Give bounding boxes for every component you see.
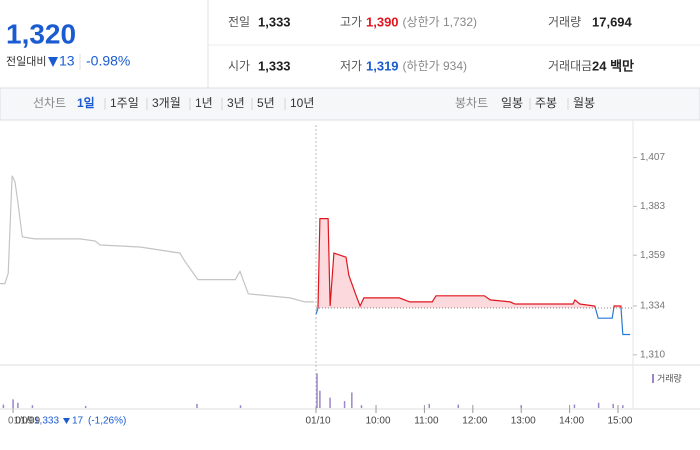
change: 13 bbox=[59, 53, 75, 69]
stat-label: 거래대금 bbox=[548, 59, 592, 73]
volume-bar bbox=[457, 404, 460, 408]
tab-group-label: 봉차트 bbox=[455, 96, 488, 110]
x-tick-label: 15:00 bbox=[607, 416, 632, 427]
volume-bar bbox=[573, 404, 576, 408]
tab[interactable]: 3년 bbox=[227, 96, 245, 110]
stat-value: 17,694 bbox=[592, 14, 633, 29]
change-label: 전일대비 bbox=[6, 54, 46, 68]
stat-label: 저가 bbox=[340, 59, 362, 73]
footer-date: 01/09 bbox=[8, 416, 33, 427]
volume-bar bbox=[622, 405, 624, 408]
footer-percent: (-1,26%) bbox=[88, 416, 126, 427]
x-tick-label: 10:00 bbox=[366, 416, 391, 427]
volume-bar bbox=[12, 399, 14, 408]
tab[interactable]: 1년 bbox=[195, 96, 213, 110]
tab[interactable]: 1주일 bbox=[110, 96, 139, 110]
tab[interactable]: 주봉 bbox=[535, 96, 557, 110]
volume-bar bbox=[343, 401, 346, 408]
stat-value: 1,333 bbox=[258, 58, 291, 73]
tab[interactable]: 월봉 bbox=[573, 96, 595, 110]
tab-bar bbox=[0, 87, 700, 121]
volume-bar bbox=[319, 390, 321, 408]
volume-bar bbox=[196, 403, 198, 408]
price-area bbox=[318, 218, 622, 309]
x-tick-label: 01/10 bbox=[306, 416, 331, 427]
down-arrow bbox=[63, 418, 70, 424]
tab-group-label: 선차트 bbox=[33, 96, 66, 110]
stat-value: 24 백만 bbox=[592, 58, 634, 73]
legend-label: 거래량 bbox=[657, 372, 682, 383]
volume-bar bbox=[360, 405, 363, 408]
stat-extra: (하한가 934) bbox=[403, 59, 467, 73]
volume-bar bbox=[351, 392, 353, 408]
volume-bar bbox=[520, 405, 522, 408]
volume-bar bbox=[31, 405, 34, 408]
tab[interactable]: 3개월 bbox=[152, 96, 181, 110]
down-arrow bbox=[48, 57, 58, 67]
stat-value: 1,333 bbox=[258, 14, 291, 29]
price-line-down bbox=[315, 308, 631, 336]
change-percent: -0.98% bbox=[86, 53, 130, 69]
stat-extra: (상한가 1,732) bbox=[403, 15, 477, 29]
legend-swatch bbox=[652, 374, 654, 383]
volume-bar bbox=[17, 402, 19, 408]
footer-change: 17 bbox=[72, 416, 84, 427]
volume-bar bbox=[84, 405, 87, 408]
tab[interactable]: 1일 bbox=[77, 96, 95, 110]
y-tick-label: 1,359 bbox=[640, 250, 665, 261]
volume-bar bbox=[239, 405, 242, 408]
stat-label: 전일 bbox=[228, 15, 250, 29]
tab[interactable]: 일봉 bbox=[501, 96, 523, 110]
volume-bar bbox=[597, 402, 600, 408]
stat-value: 1,390 bbox=[366, 14, 399, 29]
volume-bar bbox=[329, 397, 331, 408]
y-tick-label: 1,383 bbox=[640, 201, 665, 212]
x-tick-label: 14:00 bbox=[559, 416, 584, 427]
x-tick-label: 13:00 bbox=[511, 416, 536, 427]
volume-bar bbox=[428, 403, 431, 408]
tab[interactable]: 5년 bbox=[257, 96, 275, 110]
y-tick-label: 1,407 bbox=[640, 152, 665, 163]
x-tick-label: 01/09 bbox=[15, 416, 40, 427]
footer-price: 1,333 bbox=[34, 416, 59, 427]
x-tick-label: 12:00 bbox=[462, 416, 487, 427]
stat-label: 거래량 bbox=[548, 15, 581, 29]
price-line-previous bbox=[0, 175, 315, 303]
y-tick-label: 1,310 bbox=[640, 349, 665, 360]
tab[interactable]: 10년 bbox=[290, 96, 314, 110]
volume-bar bbox=[2, 404, 5, 408]
stat-label: 시가 bbox=[228, 59, 250, 73]
volume-bar bbox=[316, 373, 318, 408]
y-tick-label: 1,334 bbox=[640, 301, 665, 312]
price-line-up bbox=[317, 218, 622, 309]
volume-bar bbox=[612, 403, 614, 408]
stat-label: 고가 bbox=[340, 15, 362, 29]
price: 1,320 bbox=[6, 18, 76, 49]
x-tick-label: 11:00 bbox=[414, 416, 439, 427]
stat-value: 1,319 bbox=[366, 58, 399, 73]
